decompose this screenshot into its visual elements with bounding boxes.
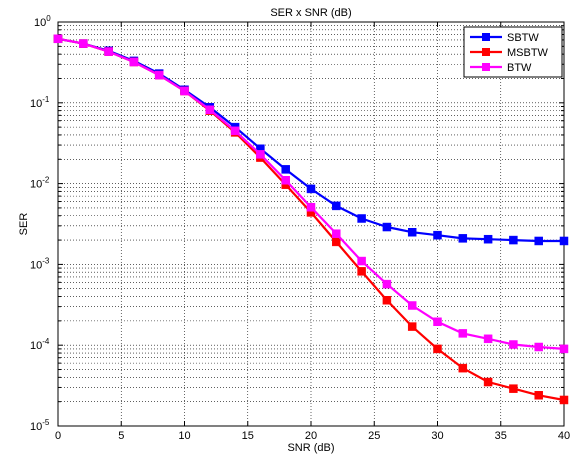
data-point	[433, 344, 442, 354]
data-point	[332, 201, 341, 211]
data-point	[559, 236, 569, 246]
x-tick-label: 0	[55, 430, 61, 442]
data-point	[306, 202, 316, 212]
y-tick-label: 10-1	[30, 95, 50, 110]
data-point	[306, 184, 316, 194]
x-tick-label: 15	[242, 430, 254, 442]
legend-label: BTW	[507, 62, 532, 74]
data-point	[281, 165, 290, 174]
data-point	[230, 126, 240, 136]
data-point	[357, 214, 366, 223]
chart-title: SER x SNR (dB)	[270, 7, 351, 19]
y-tick-label: 100	[34, 14, 51, 29]
data-point	[256, 150, 265, 159]
y-tick-label: 10-5	[30, 418, 50, 433]
data-point	[357, 256, 366, 266]
legend-marker	[482, 48, 490, 56]
legend-marker	[482, 33, 490, 41]
data-point	[407, 322, 417, 331]
legend-marker	[482, 63, 490, 71]
x-tick-label: 40	[558, 430, 570, 442]
data-point	[534, 342, 543, 352]
data-point	[332, 229, 341, 238]
data-point	[357, 267, 366, 276]
x-axis-label: SNR (dB)	[287, 442, 334, 454]
data-point	[332, 237, 341, 247]
x-tick-label: 35	[495, 430, 507, 442]
series-btw	[53, 34, 569, 354]
data-point	[53, 34, 63, 44]
data-point	[205, 105, 215, 115]
data-point	[154, 70, 164, 80]
data-point	[433, 317, 442, 327]
data-point	[79, 39, 88, 48]
data-point	[382, 279, 392, 289]
legend-item: BTW	[470, 62, 532, 74]
y-tick-label: 10-2	[30, 176, 50, 191]
series-line	[57, 37, 565, 402]
data-point	[407, 227, 417, 237]
data-point	[483, 234, 493, 244]
legend-item: MSBTW	[470, 47, 549, 59]
legend-label: MSBTW	[507, 47, 549, 59]
data-point	[382, 222, 392, 232]
data-point	[129, 57, 139, 67]
series	[53, 34, 569, 405]
x-tick-label: 10	[178, 430, 190, 442]
x-tick-label: 25	[368, 430, 380, 442]
grid	[58, 22, 564, 426]
y-tick-labels: 100 10-1 10-2 10-3 10-4 10-5	[30, 14, 51, 433]
data-point	[458, 329, 468, 338]
y-tick-label: 10-4	[30, 337, 50, 352]
x-tick-label: 20	[305, 430, 317, 442]
data-point	[509, 235, 518, 245]
y-axis-label: SER	[18, 213, 30, 236]
data-point	[559, 395, 569, 405]
data-point	[458, 363, 468, 373]
data-point	[433, 230, 442, 240]
x-tick-label: 5	[118, 430, 124, 442]
data-point	[104, 47, 113, 56]
data-point	[458, 234, 468, 243]
data-point	[483, 334, 493, 344]
y-tick-label: 10-3	[30, 256, 50, 271]
data-point	[559, 344, 569, 354]
legend: SBTW MSBTW BTW	[463, 26, 563, 78]
series-msbtw	[53, 34, 569, 405]
data-point	[509, 340, 518, 349]
legend-label: SBTW	[507, 32, 539, 44]
data-point	[534, 236, 543, 246]
data-point	[382, 296, 392, 305]
data-point	[281, 176, 290, 185]
x-tick-label: 30	[431, 430, 443, 442]
data-point	[483, 377, 493, 387]
x-tick-labels: 0 5 10 15 20 25 30 35 40	[55, 430, 570, 442]
legend-item: SBTW	[470, 32, 539, 44]
data-point	[180, 86, 189, 96]
data-point	[534, 391, 543, 400]
data-point	[407, 301, 417, 310]
data-point	[509, 384, 518, 393]
axis-ticks	[57, 22, 565, 426]
